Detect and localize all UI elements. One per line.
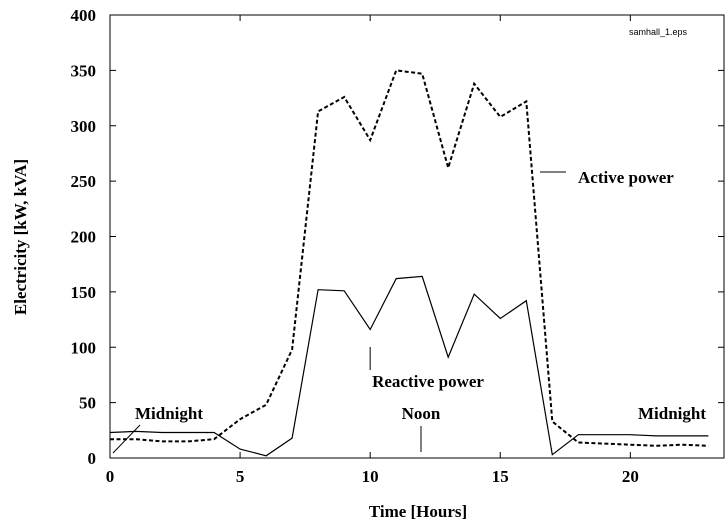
- y-tick-label: 350: [71, 61, 97, 80]
- file-label: samhall_1.eps: [629, 27, 688, 37]
- annotation: Noon: [402, 404, 441, 423]
- y-tick-label: 0: [88, 449, 97, 468]
- x-tick-label: 20: [622, 467, 639, 486]
- series-line: [109, 275, 709, 457]
- series-label: Reactive power: [372, 372, 484, 391]
- x-tick-label: 5: [236, 467, 245, 486]
- x-axis-label: Time [Hours]: [369, 502, 467, 521]
- annotation: Midnight: [638, 404, 706, 423]
- y-tick-label: 200: [71, 228, 97, 247]
- x-tick-label: 0: [106, 467, 115, 486]
- series-label: Active power: [578, 168, 674, 187]
- y-tick-label: 150: [71, 283, 97, 302]
- x-tick-label: 15: [492, 467, 509, 486]
- annotation: Midnight: [135, 404, 203, 423]
- y-tick-label: 100: [71, 338, 97, 357]
- series-line: [110, 69, 709, 447]
- y-tick-label: 50: [79, 394, 96, 413]
- plot-frame: [109, 14, 725, 459]
- y-tick-label: 250: [71, 172, 97, 191]
- y-tick-label: 300: [71, 117, 97, 136]
- y-axis-label: Electricity [kW, kVA]: [11, 159, 30, 315]
- x-tick-label: 10: [362, 467, 379, 486]
- callout-line: [112, 424, 141, 454]
- y-tick-label: 400: [71, 6, 97, 25]
